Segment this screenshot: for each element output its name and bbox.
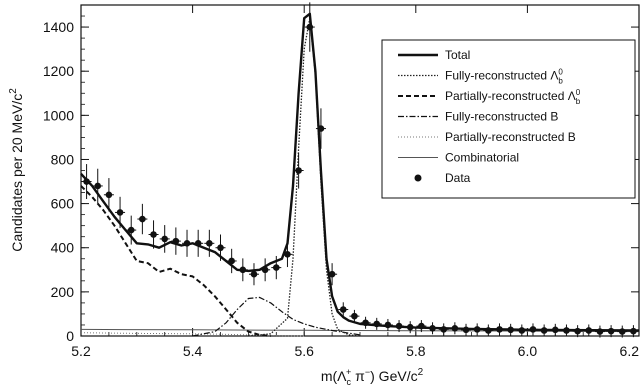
data-point [418, 322, 425, 330]
legend-label: Data [445, 171, 471, 185]
data-point [384, 321, 392, 329]
data-point [585, 327, 593, 334]
data-point [83, 178, 90, 185]
y-tick-label: 800 [51, 151, 75, 167]
y-tick-label: 400 [51, 240, 75, 256]
data-point [295, 167, 302, 174]
y-axis-label: Candidates per 20 MeV/c2 [8, 88, 25, 252]
data-point [194, 240, 202, 247]
data-point [139, 215, 146, 223]
data-point [94, 182, 102, 190]
data-point [183, 240, 191, 247]
data-point [273, 264, 280, 271]
data-point [362, 319, 369, 327]
data-point [339, 306, 347, 313]
x-axis-label: m(Λc+ π−) GeV/c2 [321, 367, 424, 387]
data-point [217, 244, 224, 252]
data-point [317, 125, 325, 132]
y-tick-label: 1400 [43, 19, 74, 35]
data-point [328, 270, 336, 278]
legend-label: Combinatorial [445, 151, 519, 165]
data-point [306, 23, 314, 31]
legend: Total Fully-reconstructed Λ0 b Partially-re… [381, 39, 636, 199]
data-point [161, 235, 168, 243]
data-point [395, 322, 403, 330]
x-tick-label: 5.6 [294, 343, 314, 359]
data-point [172, 237, 180, 245]
x-tick-label: 5.2 [71, 343, 91, 359]
y-tick-label: 1200 [43, 63, 74, 79]
series-fully-reconstructed-b0 [248, 17, 361, 337]
y-axis: 0 200 400 600 800 1000 1200 1400 [43, 4, 639, 344]
series-partially-reconstructed-b0 [80, 185, 271, 337]
y-tick-label: 600 [51, 196, 75, 212]
x-tick-label: 5.8 [406, 343, 426, 359]
data-point [630, 327, 637, 335]
x-tick-label: 5.4 [183, 343, 203, 359]
data-point [150, 231, 157, 238]
data-point [206, 240, 213, 247]
y-tick-label: 0 [66, 328, 74, 344]
legend-label: Fully-reconstructed Λ0 b [445, 68, 563, 86]
legend-label: Fully-reconstructed B [445, 110, 558, 124]
data-point [496, 326, 503, 333]
data-points [81, 2, 639, 338]
y-tick-label: 1000 [43, 107, 74, 123]
data-point [473, 326, 481, 333]
data-point [507, 326, 514, 334]
data-point [116, 209, 124, 216]
data-point [485, 327, 492, 334]
legend-label: Total [445, 48, 470, 62]
data-point [351, 312, 358, 320]
series-partially-reconstructed-b [80, 332, 305, 337]
x-tick-label: 6.2 [620, 343, 640, 359]
data-point [607, 327, 615, 335]
data-point [518, 327, 526, 334]
data-point [574, 327, 581, 335]
data-point [552, 326, 559, 334]
x-axis: 5.2 5.4 5.6 5.8 6.0 6.2 [71, 5, 640, 359]
data-point [261, 266, 269, 274]
legend-label: Partially-reconstructed Λ0 b [445, 88, 581, 106]
data-point [440, 326, 448, 333]
data-point [462, 326, 470, 334]
data-point [429, 324, 436, 332]
data-point [250, 270, 258, 278]
data-point [596, 328, 604, 335]
series-total [80, 12, 640, 332]
data-point [563, 327, 570, 334]
data-point [529, 326, 537, 333]
data-point [239, 266, 247, 274]
data-point [284, 251, 291, 258]
data-point [618, 328, 626, 335]
data-point [451, 324, 459, 332]
data-point [127, 226, 135, 234]
legend-label: Partially-reconstructed B [445, 130, 576, 144]
series-fully-reconstructed-b [192, 296, 361, 337]
data-point [373, 320, 381, 328]
y-tick-label: 200 [51, 284, 75, 300]
data-point [406, 323, 414, 331]
data-point [540, 327, 548, 334]
legend-box [381, 39, 636, 199]
x-tick-label: 6.0 [518, 343, 538, 359]
data-point [228, 257, 235, 265]
data-point [105, 191, 113, 199]
legend-marker-data [414, 174, 422, 182]
